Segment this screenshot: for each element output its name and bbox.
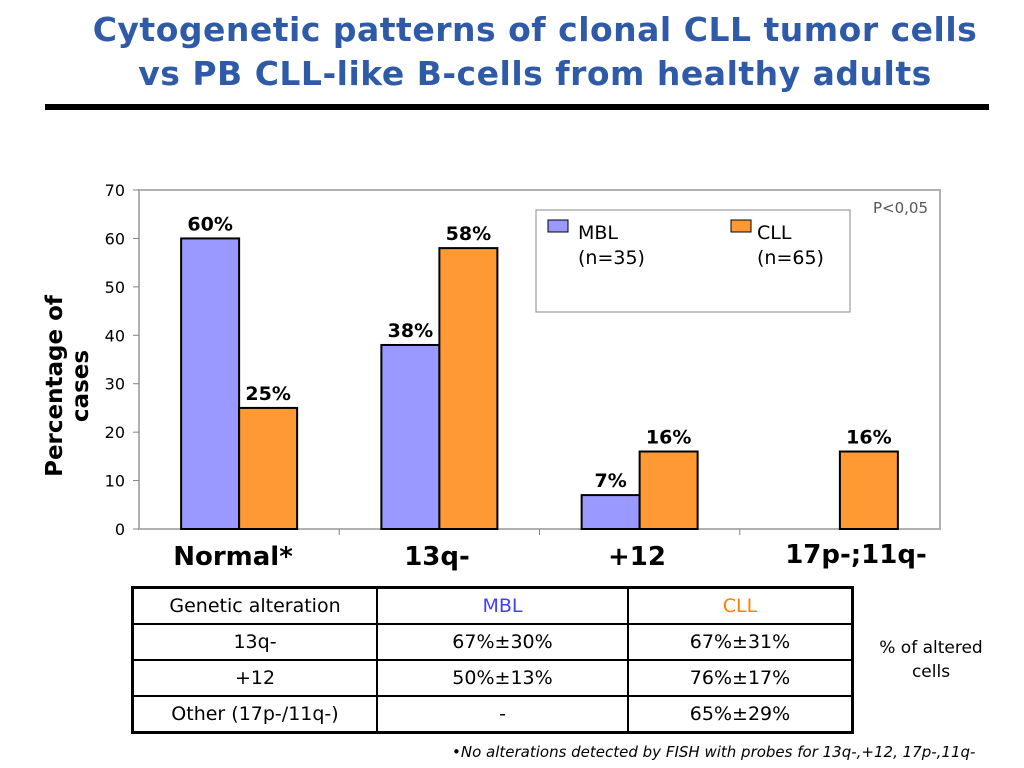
side-note-line-1: % of altered	[879, 638, 983, 658]
bar-mbl	[380, 343, 441, 530]
bar-mbl	[180, 237, 241, 531]
table-cell: 76%±17%	[627, 659, 854, 697]
legend-sublabel-mbl: (n=35)	[578, 247, 645, 269]
table-header-cell: Genetic alteration	[131, 586, 378, 625]
y-tick-label: 70	[105, 181, 125, 200]
alteration-table: Genetic alteration MBL CLL 13q- 67%±30% …	[131, 586, 854, 734]
y-tick-label: 0	[115, 520, 125, 539]
table-cell: Other (17p-/11q-)	[131, 695, 378, 734]
side-note: % of altered cells	[868, 636, 994, 684]
slide-title: Cytogenetic patterns of clonal CLL tumor…	[40, 8, 1024, 96]
table-cell: 67%±31%	[627, 623, 854, 661]
data-label: 25%	[245, 383, 290, 405]
table-header-row: Genetic alteration MBL CLL	[131, 586, 854, 625]
table-cell: -	[376, 695, 629, 734]
data-label: 60%	[187, 213, 232, 235]
table-cell: +12	[131, 659, 378, 697]
table-cell: 65%±29%	[627, 695, 854, 734]
title-line-2: vs PB CLL-like B-cells from healthy adul…	[138, 54, 932, 93]
legend-label-cll: CLL	[757, 222, 792, 244]
y-tick-label: 50	[105, 278, 125, 297]
bar-cll	[438, 247, 499, 530]
category-label-13q: 13q-	[404, 542, 470, 572]
table-row: 13q- 67%±30% 67%±31%	[131, 623, 854, 661]
y-tick-label: 30	[105, 375, 125, 394]
y-axis-label: Percentage of cases	[42, 295, 94, 477]
title-divider	[45, 104, 989, 110]
title-line-1: Cytogenetic patterns of clonal CLL tumor…	[92, 10, 978, 49]
legend-box	[535, 209, 851, 313]
bar-cll	[638, 450, 699, 530]
legend-sublabel-cll: (n=65)	[757, 247, 824, 269]
data-label: 38%	[388, 320, 433, 342]
bar-mbl	[580, 494, 641, 531]
bar-cll	[838, 450, 899, 530]
category-label-12: +12	[608, 542, 666, 572]
y-tick-label: 60	[105, 229, 125, 248]
category-label-17p-11q: 17p-;11q-	[785, 540, 927, 570]
table-row: +12 50%±13% 76%±17%	[131, 659, 854, 697]
footnote: •No alterations detected by FISH with pr…	[452, 743, 976, 761]
side-note-line-2: cells	[911, 662, 951, 682]
legend-label-mbl: MBL	[578, 222, 618, 244]
table-row: Other (17p-/11q-) - 65%±29%	[131, 695, 854, 734]
data-label: 16%	[646, 427, 691, 449]
y-tick-label: 20	[105, 423, 125, 442]
bar-chart: 0 10 20 30 40 50 60 70 60% 38% 7% 25% 58% 16% 16% P<0,0…	[105, 181, 941, 539]
legend-swatch-cll	[730, 219, 752, 233]
table-header-cell: MBL	[376, 586, 629, 625]
y-tick-label: 40	[105, 326, 125, 345]
data-label: 7%	[594, 470, 626, 492]
legend-swatch-mbl	[547, 219, 569, 233]
data-label: 16%	[846, 427, 891, 449]
p-value-annotation: P<0,05	[873, 199, 928, 217]
data-label: 58%	[446, 223, 491, 245]
bar-cll	[238, 406, 299, 530]
y-tick-label: 10	[105, 472, 125, 491]
table-cell: 50%±13%	[376, 659, 629, 697]
table-cell: 67%±30%	[376, 623, 629, 661]
table-cell: 13q-	[131, 623, 378, 661]
table-header-cell: CLL	[627, 586, 854, 625]
category-label-normal: Normal*	[173, 542, 293, 572]
